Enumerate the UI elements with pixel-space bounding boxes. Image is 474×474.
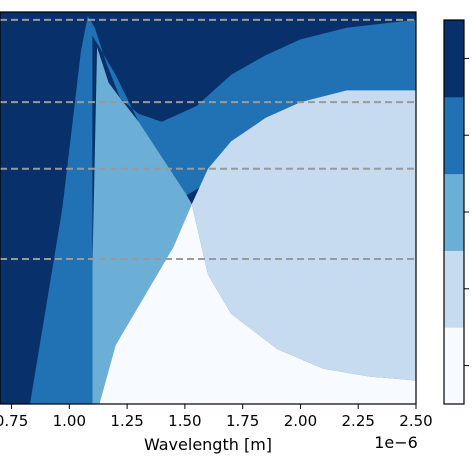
colorbar-segment (444, 327, 464, 405)
x-axis-offset-text: 1e−6 (374, 433, 418, 452)
x-tick-label: 0.75 (0, 412, 28, 430)
x-axis-label: Wavelength [m] (144, 435, 272, 454)
colorbar-segment (444, 173, 464, 251)
colorbar-segment (444, 20, 464, 98)
plot-area (0, 12, 417, 405)
region-level-0 (99, 204, 417, 404)
x-tick-label: 2.50 (399, 412, 432, 430)
plot-frame (0, 11, 417, 405)
colorbar-segment (444, 96, 464, 175)
x-tick-label: 2.25 (342, 412, 375, 430)
x-tick-label: 1.00 (53, 412, 86, 430)
colorbar-segment (444, 250, 464, 328)
x-tick-label: 1.75 (226, 412, 259, 430)
region-level-1 (191, 90, 416, 381)
colorbar (443, 19, 469, 405)
horizontal-gridlines (0, 18, 416, 260)
region-level-2 (92, 47, 192, 405)
x-tick-label: 2.00 (284, 412, 317, 430)
x-tick-label: 1.25 (110, 412, 143, 430)
x-tick-label: 1.50 (168, 412, 201, 430)
x-axis-ticks: 0.75 1.00 1.25 1.50 1.75 2.00 2.25 2.50 (0, 404, 433, 430)
